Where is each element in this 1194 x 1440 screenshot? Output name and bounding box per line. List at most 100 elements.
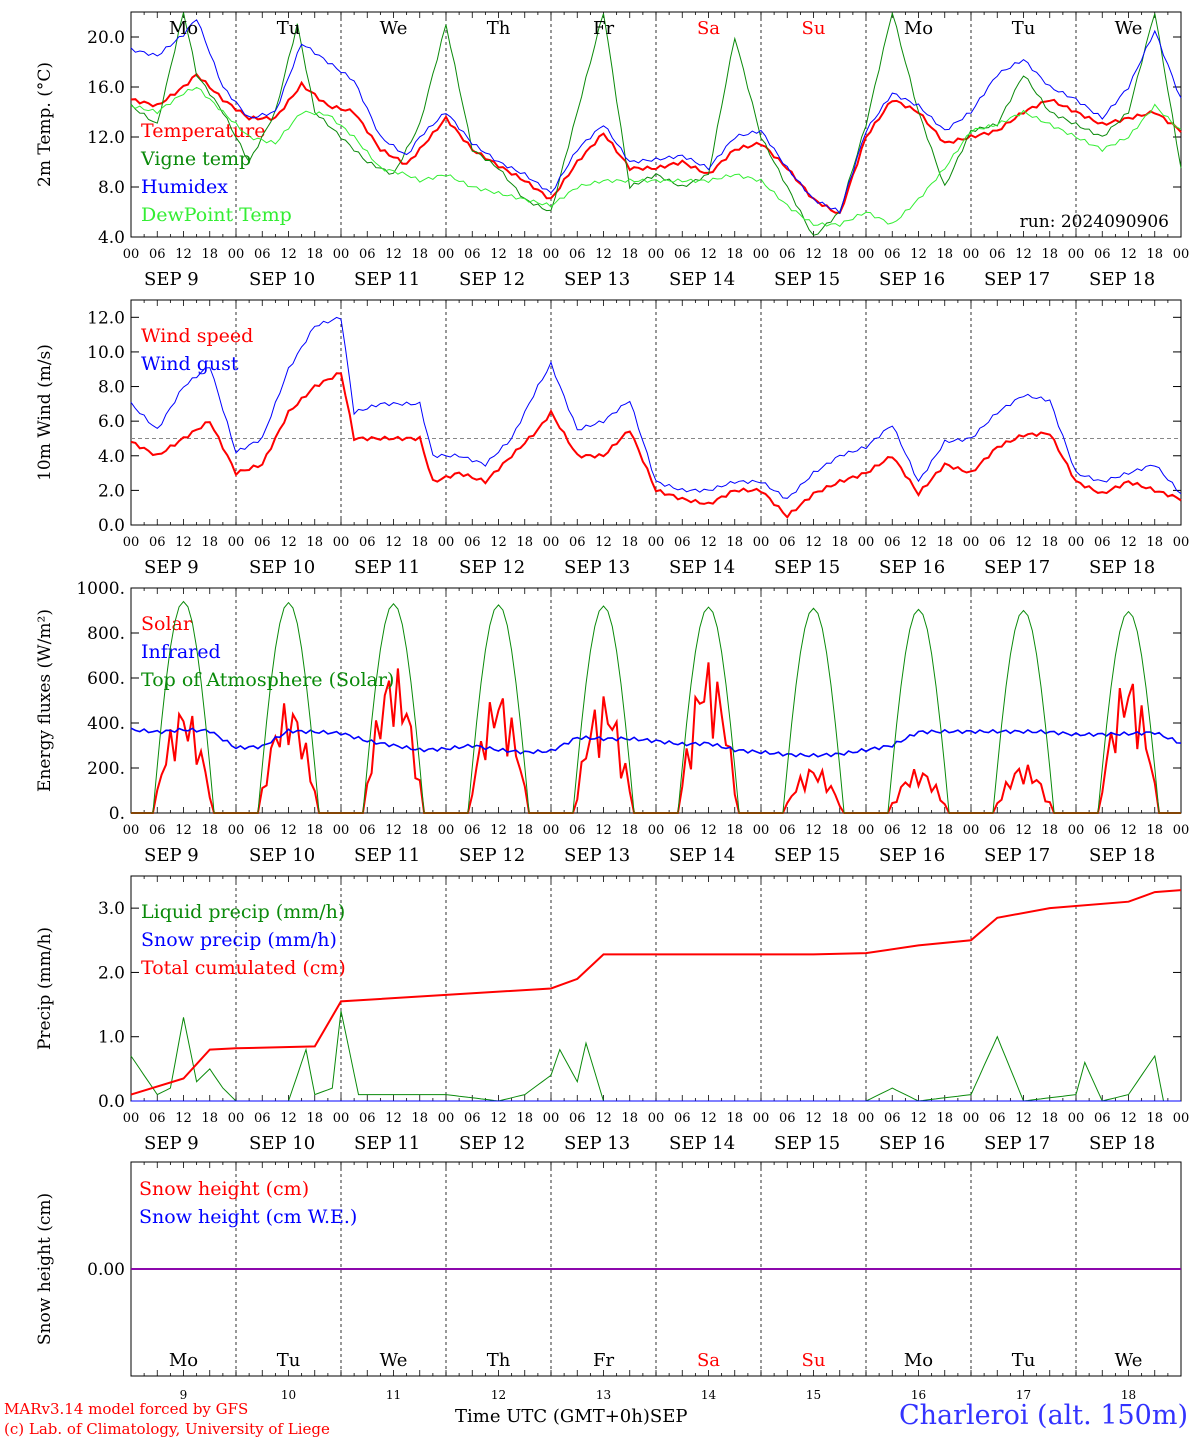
y-axis-label: 10m Wind (m/s) <box>35 344 55 481</box>
hour-tick-label: 12 <box>490 247 507 262</box>
day-abbr-label: Mo <box>904 18 933 39</box>
hour-tick-label: 00 <box>753 823 770 838</box>
hour-tick-label: 18 <box>516 535 533 550</box>
hour-tick-label: 18 <box>1146 247 1163 262</box>
hour-tick-label: 06 <box>779 535 796 550</box>
hour-tick-label: 12 <box>595 247 612 262</box>
hour-tick-label: 18 <box>1146 535 1163 550</box>
hour-tick-label: 00 <box>1068 535 1085 550</box>
hour-tick-label: 12 <box>175 1111 192 1126</box>
hour-tick-label: 18 <box>1041 247 1058 262</box>
hour-tick-label: 12 <box>490 535 507 550</box>
y-tick-label: 4.0 <box>98 447 125 467</box>
legend-label: Wind speed <box>141 325 253 347</box>
hour-tick-label: 00 <box>123 823 140 838</box>
hour-tick-label: 06 <box>464 535 481 550</box>
date-label: SEP 18 <box>1089 1133 1155 1154</box>
day-number-label: 16 <box>911 1388 926 1402</box>
hour-tick-label: 06 <box>989 823 1006 838</box>
hour-tick-label: 12 <box>700 247 717 262</box>
hour-tick-label: 00 <box>858 823 875 838</box>
hour-tick-label: 18 <box>516 1111 533 1126</box>
hour-tick-label: 06 <box>779 247 796 262</box>
hour-tick-label: 00 <box>648 1111 665 1126</box>
hour-tick-label: 18 <box>831 1111 848 1126</box>
date-label: SEP 17 <box>984 1133 1050 1154</box>
hour-tick-label: 06 <box>254 823 271 838</box>
series-line-infrared <box>130 727 1182 758</box>
hour-tick-label: 06 <box>779 1111 796 1126</box>
hour-tick-label: 06 <box>359 1111 376 1126</box>
legend-label: Temperature <box>141 120 265 142</box>
hour-tick-label: 12 <box>385 1111 402 1126</box>
date-label: SEP 14 <box>669 557 735 578</box>
hour-tick-label: 06 <box>149 247 166 262</box>
y-tick-label: 1000. <box>76 579 125 599</box>
hour-tick-label: 06 <box>569 823 586 838</box>
hour-tick-label: 06 <box>674 1111 691 1126</box>
date-label: SEP 16 <box>879 269 945 290</box>
legend-label: Total cumulated (cm) <box>141 957 346 979</box>
month-label: SEP <box>649 1406 688 1427</box>
hour-tick-label: 18 <box>621 823 638 838</box>
run-annotation: run: 2024090906 <box>1020 212 1169 232</box>
hour-tick-label: 06 <box>464 823 481 838</box>
hour-tick-label: 18 <box>1041 535 1058 550</box>
y-axis-label: Precip (mm/h) <box>35 927 55 1050</box>
hour-tick-label: 00 <box>438 1111 455 1126</box>
hour-tick-label: 18 <box>516 247 533 262</box>
hour-tick-label: 06 <box>779 823 796 838</box>
hour-tick-label: 12 <box>1015 1111 1032 1126</box>
day-number-label: 12 <box>491 1388 506 1402</box>
date-label: SEP 11 <box>354 269 420 290</box>
hour-tick-label: 06 <box>569 1111 586 1126</box>
hour-tick-label: 00 <box>438 535 455 550</box>
legend-label: Snow precip (mm/h) <box>141 929 337 951</box>
hour-tick-label: 18 <box>201 535 218 550</box>
hour-tick-label: 18 <box>936 535 953 550</box>
hour-tick-label: 12 <box>385 823 402 838</box>
hour-tick-label: 18 <box>306 247 323 262</box>
y-tick-label: 20.0 <box>87 28 125 48</box>
hour-tick-label: 06 <box>884 535 901 550</box>
date-label: SEP 16 <box>879 845 945 866</box>
hour-tick-label: 18 <box>306 535 323 550</box>
series-line-wind-gust <box>130 316 1182 499</box>
y-tick-label: 16.0 <box>87 78 125 98</box>
day-abbr-label: Th <box>487 1350 511 1371</box>
hour-tick-label: 12 <box>1015 823 1032 838</box>
date-label: SEP 9 <box>144 845 199 866</box>
hour-tick-label: 18 <box>621 535 638 550</box>
series-line-top-of-atmosphere-solar- <box>131 600 1181 814</box>
hour-tick-label: 00 <box>543 535 560 550</box>
hour-tick-label: 06 <box>989 247 1006 262</box>
date-label: SEP 14 <box>669 845 735 866</box>
hour-tick-label: 00 <box>1068 823 1085 838</box>
hour-tick-label: 12 <box>1015 247 1032 262</box>
hour-tick-label: 00 <box>963 535 980 550</box>
day-number-label: 15 <box>806 1388 821 1402</box>
y-tick-label: 4.0 <box>98 228 125 248</box>
day-abbr-label: Mo <box>904 1350 933 1371</box>
y-tick-label: 1.0 <box>98 1028 125 1048</box>
date-label: SEP 10 <box>249 845 315 866</box>
y-tick-label: 800. <box>87 624 125 644</box>
hour-tick-label: 00 <box>543 823 560 838</box>
day-number-label: 9 <box>180 1388 188 1402</box>
series-line-vigne-temp <box>130 11 1182 236</box>
date-label: SEP 13 <box>564 557 630 578</box>
day-abbr-label: Fr <box>593 1350 614 1371</box>
series-line-temperature <box>130 73 1182 214</box>
hour-tick-label: 00 <box>333 1111 350 1126</box>
hour-tick-label: 12 <box>385 247 402 262</box>
hour-tick-label: 00 <box>1068 247 1085 262</box>
date-label: SEP 12 <box>459 1133 525 1154</box>
hour-tick-label: 00 <box>228 823 245 838</box>
hour-tick-label: 18 <box>831 823 848 838</box>
y-axis-label: Snow height (cm) <box>35 1193 55 1345</box>
day-abbr-label: Tu <box>277 1350 301 1371</box>
hour-tick-label: 00 <box>1173 535 1190 550</box>
date-label: SEP 17 <box>984 557 1050 578</box>
hour-tick-label: 18 <box>1146 1111 1163 1126</box>
hour-tick-label: 12 <box>910 535 927 550</box>
